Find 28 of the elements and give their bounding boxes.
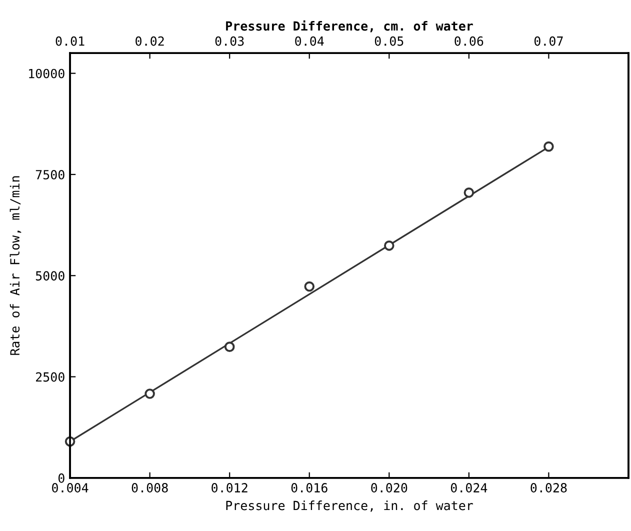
x2-axis-title: Pressure Difference, cm. of water [226, 20, 473, 32]
x2-tick-label: 0.04 [295, 36, 324, 46]
x-tick-label: 0.008 [132, 483, 168, 493]
x-tick-label: 0.012 [212, 483, 248, 493]
y-tick-label: 7500 [36, 170, 64, 180]
x2-tick-label: 0.05 [374, 36, 404, 46]
y-tick-label: 10000 [29, 68, 64, 78]
point [224, 342, 235, 352]
point [144, 388, 155, 399]
point [384, 240, 394, 251]
y-tick-label: 2500 [36, 372, 64, 382]
x-tick-label: 0.016 [291, 483, 328, 493]
point [304, 281, 315, 292]
x2-tick-label: 0.01 [56, 36, 84, 46]
x2-tick-label: 0.07 [534, 36, 563, 46]
x-axis-title: Pressure Difference, in. of water [226, 500, 473, 512]
x-tick-label: 0.004 [52, 483, 88, 493]
point [544, 141, 554, 152]
point [464, 188, 474, 198]
x-tick-label: 0.020 [371, 483, 408, 493]
x2-tick-label: 0.06 [454, 36, 484, 46]
x2-tick-label: 0.03 [215, 36, 244, 46]
x-tick-label: 0.024 [450, 483, 488, 493]
x2-tick-label: 0.02 [136, 36, 164, 46]
y-tick-label: 5000 [36, 271, 64, 281]
y-axis-title: Rate of Air Flow, ml/min [10, 176, 22, 355]
x-tick-label: 0.028 [530, 483, 567, 493]
y-tick-label: 0 [58, 473, 64, 483]
